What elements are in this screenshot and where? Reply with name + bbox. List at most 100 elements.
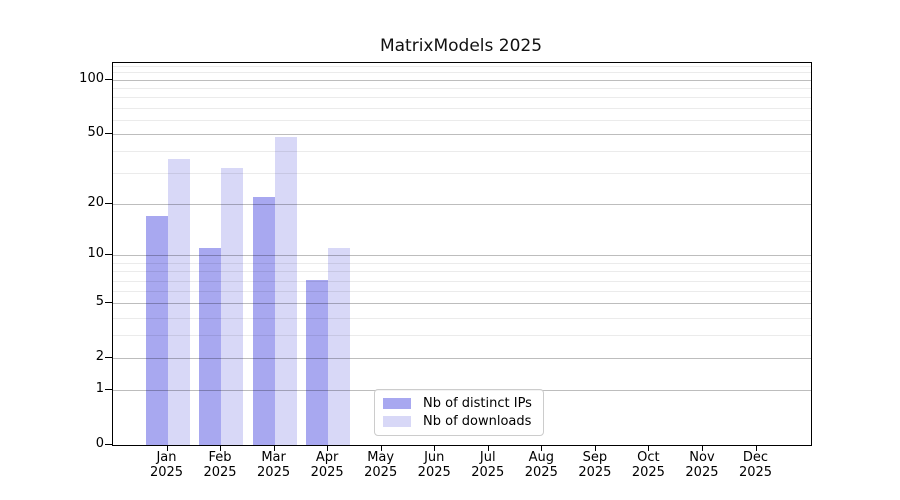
- x-tick-month: Sep: [582, 450, 608, 465]
- minor-gridline: [113, 88, 811, 90]
- major-gridline: [113, 358, 811, 360]
- minor-gridline: [113, 291, 811, 292]
- x-tick-label-apr: Apr 2025: [299, 450, 355, 480]
- x-tick-mark: [273, 445, 275, 451]
- x-tick-label-oct: Oct 2025: [620, 450, 676, 480]
- x-tick-year: 2025: [257, 465, 291, 480]
- x-tick-label-jan: Jan 2025: [139, 450, 195, 480]
- y-tick-label: 20: [87, 195, 104, 211]
- x-tick-mark: [541, 445, 543, 451]
- x-tick-year: 2025: [631, 465, 665, 480]
- y-tick-mark: [105, 302, 112, 304]
- bar-downloads-apr: [328, 248, 351, 445]
- x-tick-year: 2025: [203, 465, 237, 480]
- bar-downloads-feb: [221, 168, 244, 445]
- y-tick-label: 0: [95, 436, 104, 451]
- x-tick-label-sep: Sep 2025: [567, 450, 623, 480]
- x-tick-year: 2025: [417, 465, 451, 480]
- x-tick-year: 2025: [578, 465, 612, 480]
- legend-row-distinct-ips: Nb of distinct IPs: [383, 395, 535, 412]
- x-tick-label-jun: Jun 2025: [406, 450, 462, 480]
- x-tick-label-jul: Jul 2025: [460, 450, 516, 480]
- minor-gridline: [113, 271, 811, 273]
- minor-gridline: [113, 280, 811, 282]
- x-tick-mark: [702, 445, 703, 451]
- major-gridline: [113, 204, 811, 206]
- x-tick-month: Apr: [315, 450, 339, 465]
- x-tick-label-may: May 2025: [353, 450, 409, 480]
- x-tick-mark: [166, 445, 168, 451]
- major-gridline: [113, 255, 811, 257]
- minor-gridline: [113, 317, 811, 319]
- bar-distinct-ips-apr: [306, 280, 329, 445]
- y-tick-label: 100: [79, 70, 104, 86]
- legend-label-downloads: Nb of downloads: [423, 413, 532, 429]
- y-tick-mark: [105, 203, 112, 205]
- x-tick-label-feb: Feb 2025: [192, 450, 248, 480]
- x-tick-mark: [434, 445, 436, 451]
- x-tick-year: 2025: [471, 465, 505, 480]
- x-tick-month: May: [367, 450, 395, 465]
- legend-swatch-downloads: [383, 415, 411, 427]
- x-tick-label-mar: Mar 2025: [246, 450, 302, 480]
- y-tick-label: 2: [95, 349, 104, 365]
- y-tick-label: 1: [95, 381, 104, 397]
- x-tick-label-dec: Dec 2025: [728, 450, 784, 480]
- x-tick-year: 2025: [149, 465, 184, 480]
- minor-gridline: [113, 119, 811, 121]
- x-tick-month: Nov: [689, 450, 715, 465]
- x-tick-mark: [327, 445, 329, 451]
- minor-gridline: [113, 72, 811, 74]
- x-tick-label-aug: Aug 2025: [513, 450, 569, 480]
- y-tick-mark: [105, 254, 112, 256]
- x-tick-mark: [648, 445, 650, 451]
- x-tick-year: 2025: [364, 465, 398, 480]
- bar-distinct-ips-mar: [252, 196, 275, 445]
- x-tick-month: Feb: [208, 450, 232, 465]
- y-tick-label: 50: [87, 124, 104, 140]
- x-tick-mark: [487, 445, 489, 451]
- y-tick-mark: [105, 444, 112, 445]
- minor-gridline: [113, 97, 811, 99]
- x-tick-month: Jan: [156, 450, 177, 465]
- y-tick-mark: [105, 132, 112, 134]
- major-gridline: [113, 79, 811, 81]
- x-tick-year: 2025: [738, 465, 773, 480]
- x-tick-month: Jun: [424, 450, 445, 465]
- legend-row-downloads: Nb of downloads: [383, 413, 535, 430]
- major-gridline: [113, 303, 811, 305]
- legend-label-distinct-ips: Nb of distinct IPs: [423, 396, 532, 412]
- y-tick-label: 10: [87, 246, 104, 262]
- minor-gridline: [113, 107, 811, 109]
- y-tick-mark: [105, 357, 112, 359]
- bar-downloads-jan: [167, 159, 190, 445]
- x-tick-mark: [755, 445, 757, 451]
- minor-gridline: [113, 65, 811, 67]
- legend: Nb of distinct IPs Nb of downloads: [374, 389, 544, 436]
- x-tick-month: Mar: [261, 450, 286, 465]
- minor-gridline: [113, 262, 811, 264]
- x-tick-mark: [380, 445, 382, 451]
- minor-gridline: [113, 173, 811, 175]
- minor-gridline: [113, 335, 811, 337]
- x-tick-month: Jul: [479, 450, 496, 465]
- x-tick-mark: [220, 445, 221, 451]
- legend-swatch-distinct-ips: [383, 398, 411, 410]
- y-tick-label: 5: [95, 294, 104, 310]
- major-gridline: [113, 133, 811, 135]
- x-tick-label-nov: Nov 2025: [674, 450, 730, 480]
- x-tick-month: Oct: [637, 450, 660, 465]
- bar-distinct-ips-jan: [145, 216, 168, 445]
- y-tick-mark: [105, 78, 112, 80]
- bar-downloads-mar: [274, 137, 297, 445]
- x-tick-month: Aug: [528, 450, 554, 465]
- plot-area: [112, 62, 812, 446]
- x-tick-mark: [594, 445, 596, 451]
- minor-gridline: [113, 151, 811, 153]
- x-tick-year: 2025: [524, 465, 558, 480]
- chart-title: MatrixModels 2025: [379, 36, 543, 56]
- x-tick-month: Dec: [742, 450, 769, 465]
- bar-distinct-ips-feb: [199, 248, 222, 445]
- x-tick-year: 2025: [685, 465, 719, 480]
